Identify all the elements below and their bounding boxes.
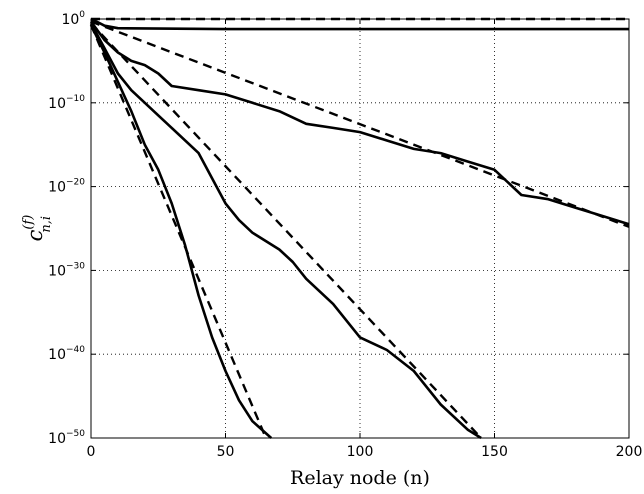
- y-label-subscript: n,i: [39, 216, 54, 233]
- x-tick-label: 200: [616, 444, 643, 460]
- series-group: [89, 17, 630, 440]
- y-tick-label: 10−20: [48, 178, 85, 196]
- x-tick-label: 100: [347, 444, 374, 460]
- series-line-4-solid: [89, 20, 630, 226]
- x-tick-label: 150: [481, 444, 508, 460]
- series-line-8-solid: [89, 24, 273, 439]
- y-label-superscript: (f): [21, 215, 36, 230]
- y-axis-label: c(f) n,i: [21, 215, 54, 242]
- y-tick-label: 10−40: [48, 345, 85, 363]
- x-tick-label: 50: [217, 444, 235, 460]
- series-line-2-solid: [90, 17, 629, 31]
- x-axis-label: Relay node (n): [290, 467, 430, 489]
- y-tick-label: 10−50: [48, 429, 85, 447]
- series-line-5-dashed: [90, 22, 482, 439]
- series-line-3-dashed: [90, 20, 630, 228]
- y-tick-label: 10−10: [48, 94, 85, 112]
- y-tick-label: 10−30: [48, 261, 85, 279]
- grid: [91, 19, 629, 438]
- svg-text:c(f)n,i: c(f) n,i: [21, 215, 54, 242]
- axes: 0 50 100 150 200 100 10−10 10−20 10−30 10−40 10−50: [48, 10, 642, 460]
- y-tick-label: 100: [61, 10, 85, 28]
- y-label-base: c: [23, 229, 47, 241]
- series-line-6-solid: [89, 22, 482, 440]
- x-tick-label: 0: [87, 444, 96, 460]
